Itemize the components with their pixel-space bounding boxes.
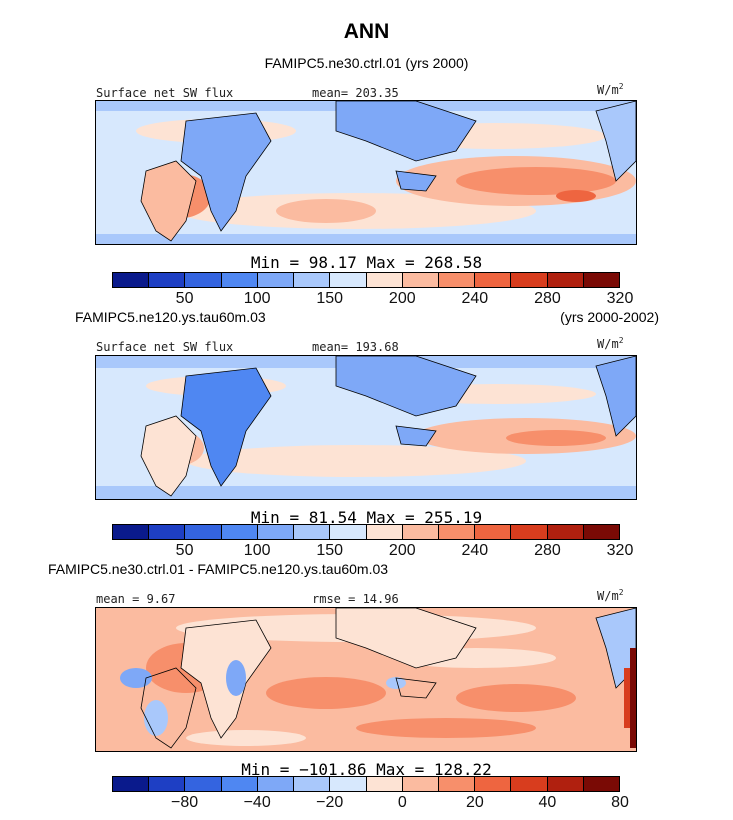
panel2-years: (yrs 2000-2002) [560, 309, 659, 325]
panel2-colorbar-tick-label: 320 [606, 542, 634, 559]
panel2-colorbar-swatch [511, 525, 548, 539]
panel2-colorbar-tick-label: 100 [243, 542, 271, 559]
panel2-colorbar-tick-label: 150 [316, 542, 344, 559]
panel3-colorbar-swatch [294, 777, 331, 791]
panel3-colorbar-swatch [185, 777, 222, 791]
panel2-colorbar-swatch [185, 525, 222, 539]
panel3-colorbar-swatch [113, 777, 150, 791]
panel3-colorbar-swatch [547, 777, 584, 791]
panel2-colorbar-tick-label: 50 [175, 542, 194, 559]
panel2-mean-label: mean= 193.68 [312, 340, 399, 354]
panel1-colorbar-swatch [149, 273, 186, 287]
panel3-colorbar-swatch [149, 777, 186, 791]
panel2-colorbar-tick-label: 280 [534, 542, 561, 559]
panel2-colorbar-swatch [547, 525, 584, 539]
panel1-colorbar-swatch [475, 273, 512, 287]
panel3-colorbar-swatch [583, 777, 620, 791]
panel1-colorbar-swatch [366, 273, 403, 287]
panel3-colorbar-swatch [438, 777, 476, 791]
panel1-colorbar-swatch [257, 273, 295, 287]
panel3-colorbar-tick-label: −40 [243, 794, 271, 811]
panel1-colorbar-tick-label: 240 [461, 290, 489, 307]
panel3-colorbar-swatch [475, 777, 512, 791]
panel1-colorbar-tick-label: 280 [534, 290, 561, 307]
panel3-colorbar-swatch [221, 777, 258, 791]
panel1-colorbar-swatch [330, 273, 367, 287]
panel1-colorbar-swatch [294, 273, 331, 287]
panel1-case-name: FAMIPC5.ne30.ctrl.01 (yrs 2000) [264, 55, 469, 71]
panel1-colorbar-swatch [185, 273, 222, 287]
panel3-mean-label: mean = 9.67 [96, 592, 176, 606]
panel2-colorbar-swatch [149, 525, 186, 539]
panel2-colorbar-swatch [294, 525, 331, 539]
panel1-colorbar-swatch [221, 273, 258, 287]
panel1-colorbar-tick-label: 200 [388, 290, 416, 307]
panel3-colorbar-tick-label: 0 [397, 794, 407, 811]
panel2-colorbar-swatch [113, 525, 150, 539]
panel3-minmax: Min = −101.86 Max = 128.22 [241, 760, 492, 779]
panel1-colorbar-swatch [583, 273, 620, 287]
panel1-units: W/m2 [597, 82, 624, 97]
panel2-colorbar-swatch [475, 525, 512, 539]
panel1-minmax: Min = 98.17 Max = 268.58 [250, 253, 483, 272]
panel2-colorbar [112, 524, 620, 540]
panel3-rmse-label: rmse = 14.96 [312, 592, 399, 606]
panel3-map [95, 607, 637, 752]
panel3-colorbar-swatch [511, 777, 548, 791]
panel1-colorbar-tick-label: 100 [243, 290, 271, 307]
panel3-colorbar-swatch [402, 777, 439, 791]
panel1-colorbar-swatch [511, 273, 548, 287]
panel1-colorbar-tick-label: 150 [316, 290, 344, 307]
panel3-colorbar-tick-label: 20 [465, 794, 484, 811]
panel2-variable-label: Surface net SW flux [96, 340, 234, 354]
figure-title: ANN [343, 20, 390, 43]
panel3-colorbar [112, 776, 620, 792]
panel2-map [95, 355, 637, 500]
panel2-colorbar-swatch [257, 525, 295, 539]
panel2-colorbar-swatch [402, 525, 439, 539]
panel3-colorbar-swatch [257, 777, 295, 791]
panel1-colorbar-swatch [402, 273, 439, 287]
panel3-colorbar-tick-label: 40 [538, 794, 557, 811]
panel2-colorbar-swatch [438, 525, 476, 539]
panel1-colorbar-swatch [547, 273, 584, 287]
panel2-colorbar-swatch [583, 525, 620, 539]
panel2-colorbar-tick-label: 200 [388, 542, 416, 559]
panel1-colorbar [112, 272, 620, 288]
panel3-colorbar-swatch [366, 777, 403, 791]
panel2-minmax: Min = 81.54 Max = 255.19 [250, 508, 483, 527]
panel2-colorbar-tick-label: 240 [461, 542, 489, 559]
panel1-colorbar-tick-label: 320 [606, 290, 634, 307]
panel1-variable-label: Surface net SW flux [96, 86, 234, 100]
panel2-colorbar-swatch [221, 525, 258, 539]
panel2-colorbar-swatch [366, 525, 403, 539]
panel3-colorbar-tick-label: −20 [316, 794, 344, 811]
panel1-colorbar-swatch [113, 273, 150, 287]
panel3-colorbar-tick-label: 80 [611, 794, 629, 811]
panel2-units: W/m2 [597, 336, 624, 351]
panel3-case-name: FAMIPC5.ne30.ctrl.01 - FAMIPC5.ne120.ys.… [48, 561, 389, 577]
panel1-map [95, 100, 637, 245]
panel2-case-name: FAMIPC5.ne120.ys.tau60m.03 [75, 309, 266, 325]
panel3-colorbar-tick-label: −80 [170, 794, 199, 811]
panel2-colorbar-swatch [330, 525, 367, 539]
panel1-colorbar-swatch [438, 273, 476, 287]
panel1-mean-label: mean= 203.35 [312, 86, 399, 100]
panel3-colorbar-swatch [330, 777, 367, 791]
panel3-units: W/m2 [597, 588, 624, 603]
panel1-colorbar-tick-label: 50 [175, 290, 194, 307]
